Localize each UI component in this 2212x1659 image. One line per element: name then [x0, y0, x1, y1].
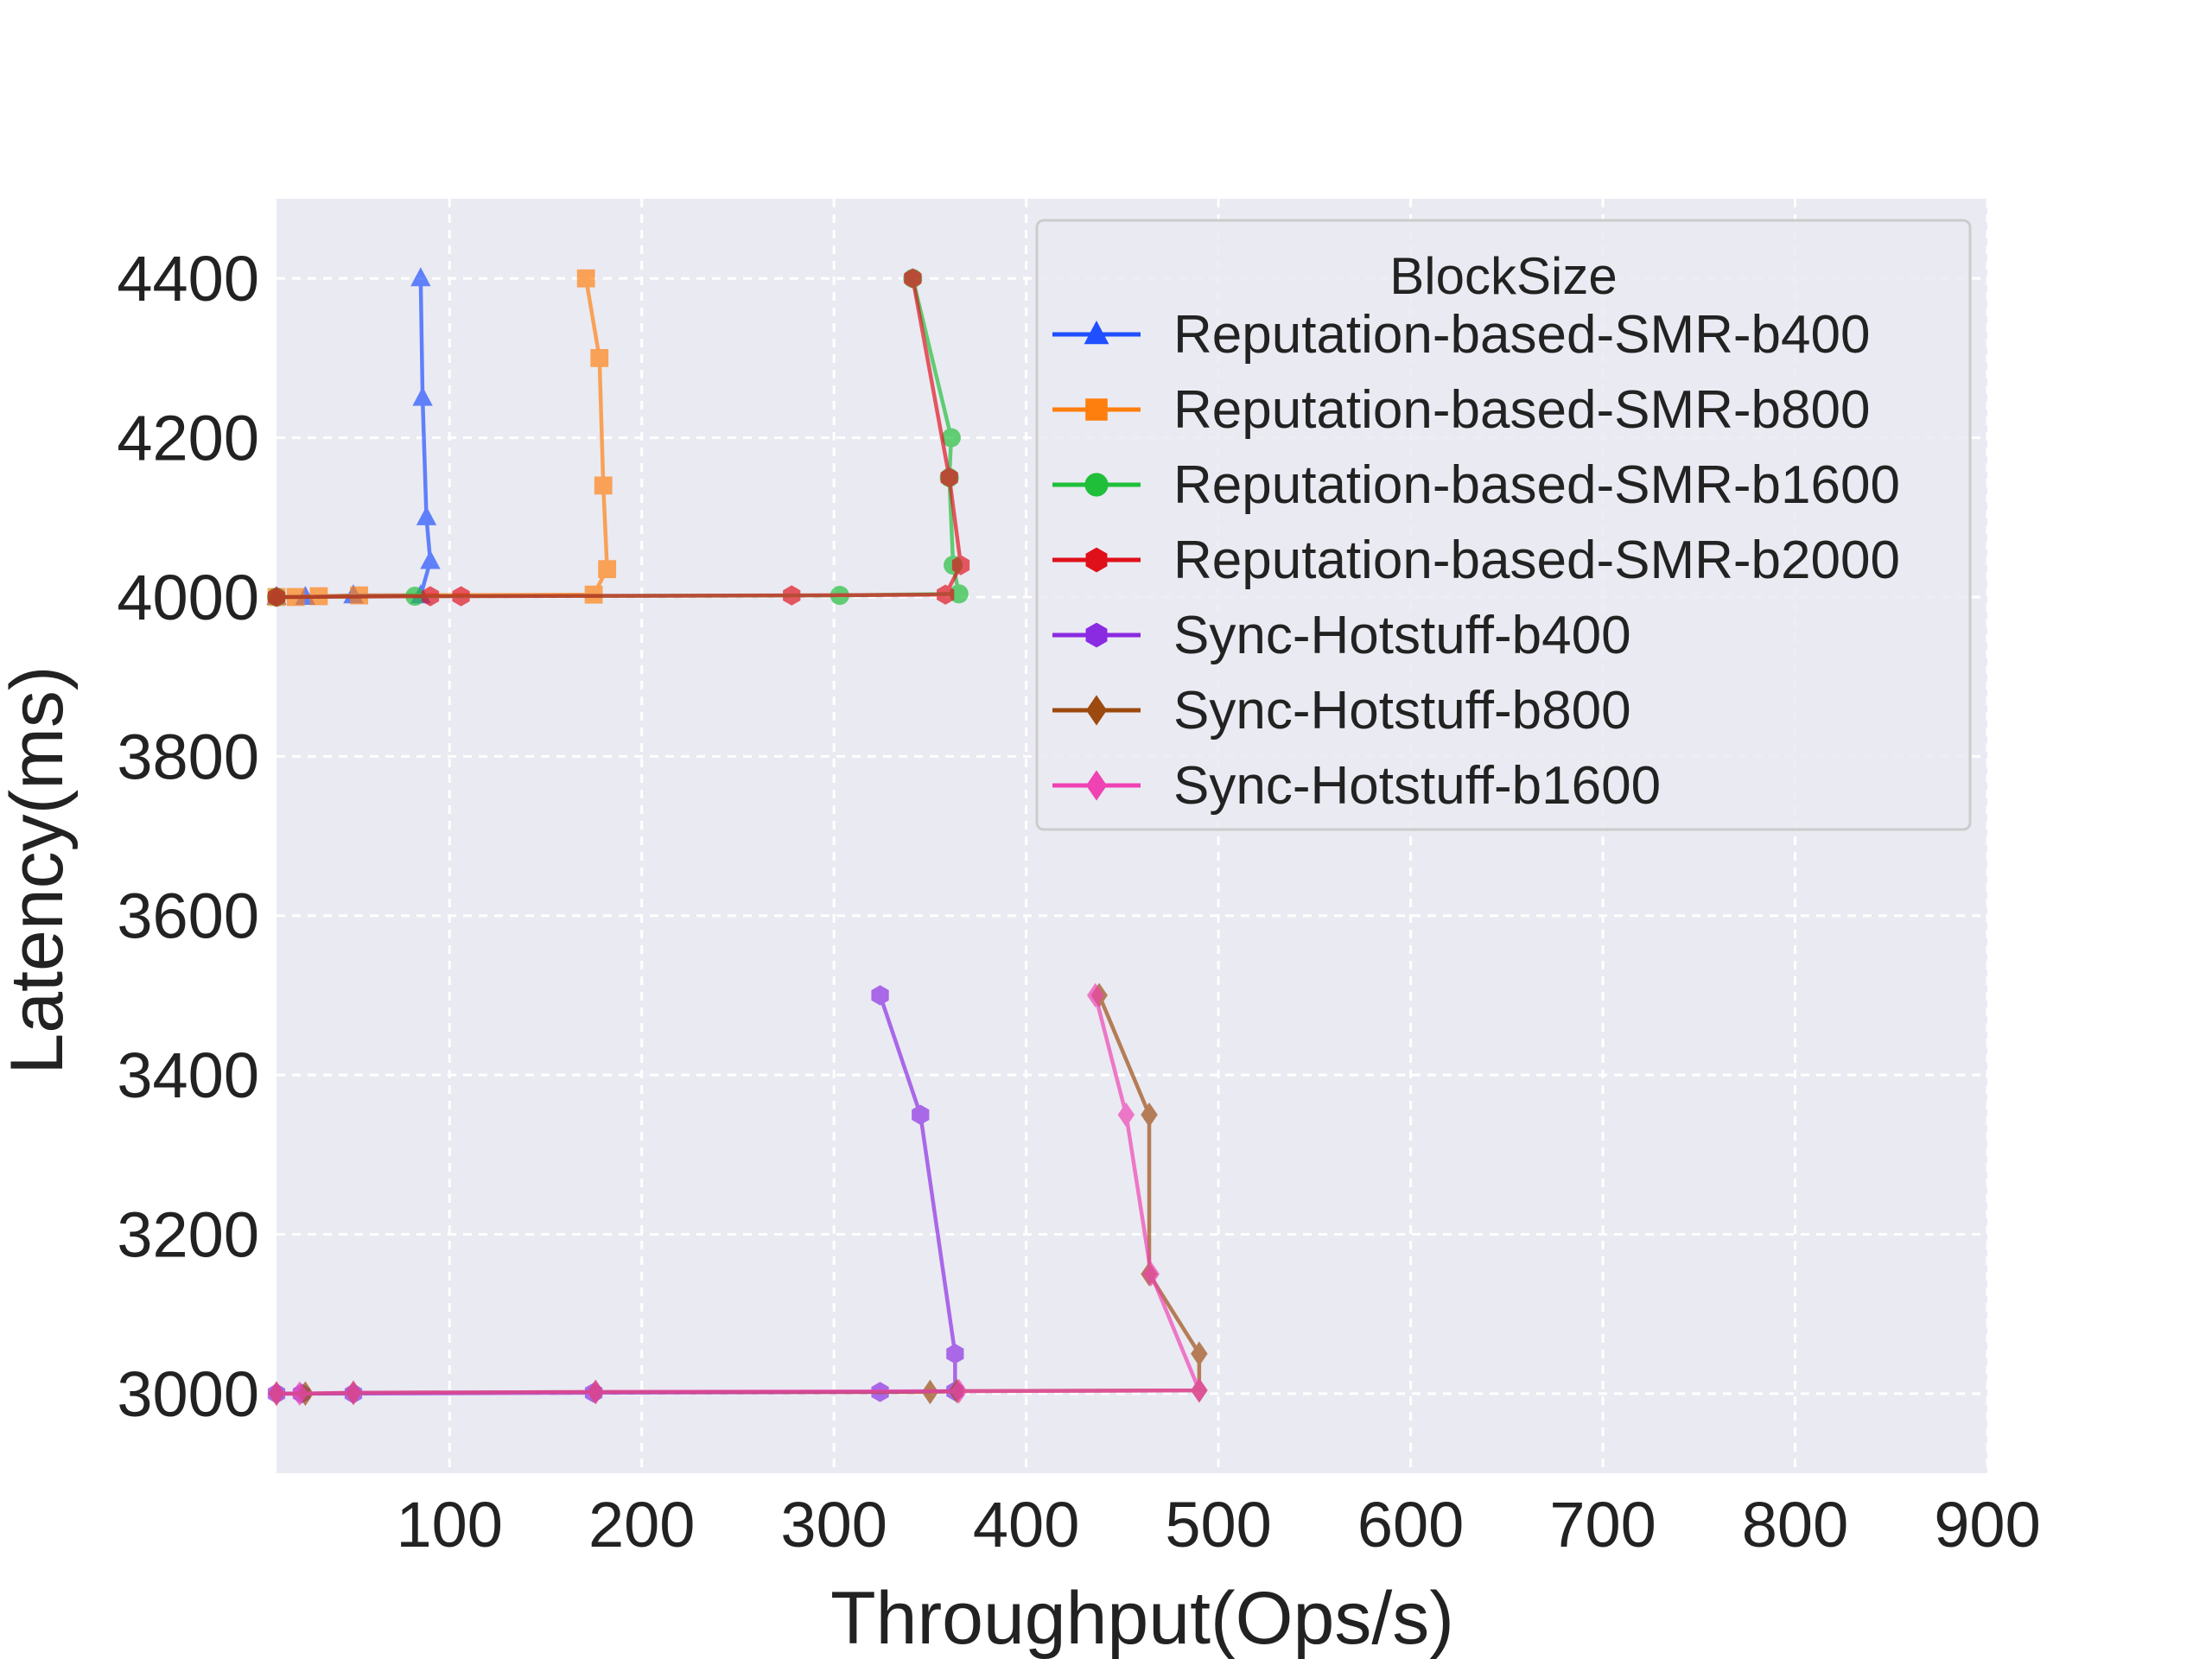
legend-item: Sync-Hotstuff-b400 — [1052, 606, 1631, 665]
data-point — [1117, 1102, 1135, 1128]
data-point — [1191, 1341, 1208, 1367]
data-point — [951, 555, 970, 575]
x-tick-label: 100 — [396, 1489, 502, 1560]
y-tick-label: 3200 — [117, 1198, 259, 1270]
legend-item: Reputation-based-SMR-b2000 — [1052, 531, 1900, 590]
y-tick-label: 4200 — [117, 403, 259, 474]
legend-item: Reputation-based-SMR-b1600 — [1052, 455, 1900, 515]
legend-label: Reputation-based-SMR-b1600 — [1173, 455, 1900, 515]
legend-label: Reputation-based-SMR-b400 — [1173, 305, 1870, 365]
data-point — [290, 1381, 308, 1407]
x-tick-label: 600 — [1357, 1489, 1464, 1560]
x-tick-label: 300 — [780, 1489, 887, 1560]
data-point — [937, 584, 955, 605]
data-point — [1142, 1262, 1160, 1287]
x-axis-label: Throughput(Ops/s) — [830, 1577, 1454, 1659]
data-point — [576, 269, 595, 288]
series-7 — [268, 982, 1208, 1407]
data-point — [946, 1344, 964, 1364]
data-point — [783, 585, 801, 606]
y-tick-label: 3600 — [117, 880, 259, 952]
data-point — [941, 428, 961, 448]
data-point — [1086, 982, 1104, 1008]
data-point — [416, 505, 437, 525]
legend-box — [1035, 219, 1972, 831]
legend-marker — [1085, 547, 1108, 573]
legend-item: Sync-Hotstuff-b800 — [1052, 681, 1631, 741]
legend-item: Sync-Hotstuff-b1600 — [1052, 756, 1661, 816]
legend-label: Sync-Hotstuff-b800 — [1173, 681, 1631, 741]
x-tick-label: 900 — [1934, 1489, 2040, 1560]
legend: BlockSize Reputation-based-SMR-b400 Reput… — [1035, 219, 1972, 831]
data-point — [412, 386, 433, 406]
x-tick-label: 700 — [1549, 1489, 1656, 1560]
data-point — [1141, 1102, 1158, 1128]
legend-item: Reputation-based-SMR-b400 — [1052, 305, 1870, 365]
legend-marker — [1084, 321, 1109, 345]
data-point — [940, 467, 958, 488]
data-point — [420, 550, 441, 569]
data-point — [590, 348, 609, 367]
legend-label: Reputation-based-SMR-b2000 — [1173, 531, 1900, 590]
legend-marker — [1085, 398, 1108, 421]
legend-title: BlockSize — [1389, 247, 1617, 305]
legend-marker — [1084, 473, 1109, 497]
y-tick-label: 3400 — [117, 1039, 259, 1111]
data-point — [904, 268, 922, 289]
legend-label: Sync-Hotstuff-b1600 — [1173, 756, 1661, 816]
legend-label: Sync-Hotstuff-b400 — [1173, 606, 1631, 665]
x-tick-label: 500 — [1165, 1489, 1271, 1560]
data-point — [594, 476, 613, 495]
data-point — [587, 1379, 605, 1405]
legend-marker — [1086, 770, 1107, 801]
legend-item: Reputation-based-SMR-b800 — [1052, 380, 1870, 440]
data-point — [410, 267, 431, 287]
data-point — [1191, 1377, 1208, 1403]
y-tick-label: 4400 — [117, 243, 259, 315]
series-layer — [266, 267, 1208, 1407]
x-tick-label: 200 — [588, 1489, 695, 1560]
data-point — [950, 1378, 968, 1404]
y-tick-label: 3000 — [117, 1358, 259, 1430]
data-point — [267, 587, 286, 607]
x-tick-label: 800 — [1742, 1489, 1848, 1560]
data-point — [452, 586, 470, 607]
series-4 — [267, 268, 970, 607]
data-point — [912, 1104, 930, 1125]
x-tick-label: 400 — [973, 1489, 1079, 1560]
legend-marker — [1085, 622, 1108, 648]
y-axis-label: Latency(ms) — [0, 665, 79, 1074]
data-point — [421, 586, 440, 607]
data-point — [598, 560, 617, 579]
legend-marker — [1086, 695, 1107, 726]
data-point — [345, 1380, 362, 1406]
data-point — [871, 985, 889, 1006]
legend-label: Reputation-based-SMR-b800 — [1173, 380, 1870, 440]
y-tick-label: 4000 — [117, 562, 259, 633]
y-tick-label: 3800 — [117, 721, 259, 792]
data-point — [268, 1381, 285, 1407]
tick-labels: 100 200 300 400 500 600 700 800 900 3000 3200 3400 3… — [117, 243, 2040, 1560]
